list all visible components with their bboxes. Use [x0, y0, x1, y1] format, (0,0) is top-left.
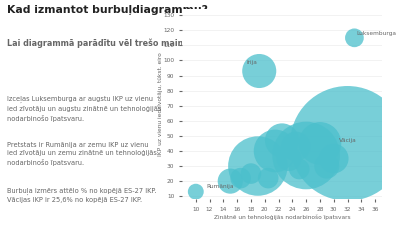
Text: Izceļas Luksemburga ar augstu IKP uz vienu
ied zīvotāju un augstu zinātnē un teh: Izceļas Luksemburga ar augstu IKP uz vie… — [8, 96, 162, 122]
Point — [256, 69, 262, 73]
Text: Luksemburga: Luksemburga — [356, 30, 396, 35]
Text: Rumānija: Rumānija — [206, 184, 234, 189]
Text: Kad izmantot burbuļdiagrammu?: Kad izmantot burbuļdiagrammu? — [8, 5, 208, 15]
Point — [317, 142, 323, 145]
Point — [279, 139, 285, 142]
Text: Burbuļa izmērs attēlo % no kopējā ES-27 IKP.
Vācijas IKP ir 25,6% no kopējā ES-2: Burbuļa izmērs attēlo % no kopējā ES-27 … — [8, 188, 157, 203]
Point — [303, 154, 309, 157]
Point — [292, 144, 299, 148]
Text: Vācija: Vācija — [339, 138, 356, 143]
Point — [324, 164, 330, 168]
Point — [255, 164, 261, 168]
Point — [272, 149, 278, 153]
Text: īrija: īrija — [246, 60, 257, 65]
X-axis label: Zinātnē un tehnoloģijās nodarbinošo īpatsvars: Zinātnē un tehnoloģijās nodarbinošo īpat… — [214, 215, 350, 220]
Point — [227, 179, 234, 183]
Point — [351, 36, 358, 40]
Point — [344, 142, 351, 145]
Y-axis label: IKP uz vienu iedzīvotāju, tūkst. eiro: IKP uz vienu iedzīvotāju, tūkst. eiro — [158, 52, 163, 156]
Text: Lai diagrammā parādītu vēl trešo mainīgo.: Lai diagrammā parādītu vēl trešo mainīgo… — [8, 39, 201, 48]
Point — [192, 190, 199, 194]
Point — [248, 172, 254, 175]
Point — [238, 176, 244, 180]
Point — [286, 157, 292, 160]
Point — [330, 157, 337, 160]
Point — [296, 167, 302, 171]
Text: Pretstats ir Rumānija ar zemu IKP uz vienu
ied zīvotāju un zemu zinātnē un tehno: Pretstats ir Rumānija ar zemu IKP uz vie… — [8, 142, 157, 166]
Point — [265, 176, 272, 180]
